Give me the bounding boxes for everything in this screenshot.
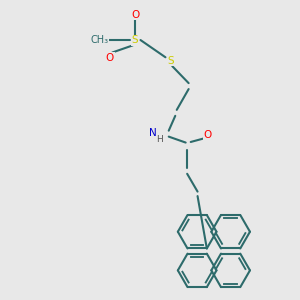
Text: CH₃: CH₃: [90, 35, 109, 45]
Text: O: O: [131, 10, 139, 20]
Text: N: N: [149, 128, 157, 138]
Text: H: H: [156, 135, 163, 144]
Text: O: O: [106, 53, 114, 63]
Text: S: S: [132, 35, 139, 45]
Text: O: O: [204, 130, 212, 140]
Text: S: S: [167, 56, 174, 66]
